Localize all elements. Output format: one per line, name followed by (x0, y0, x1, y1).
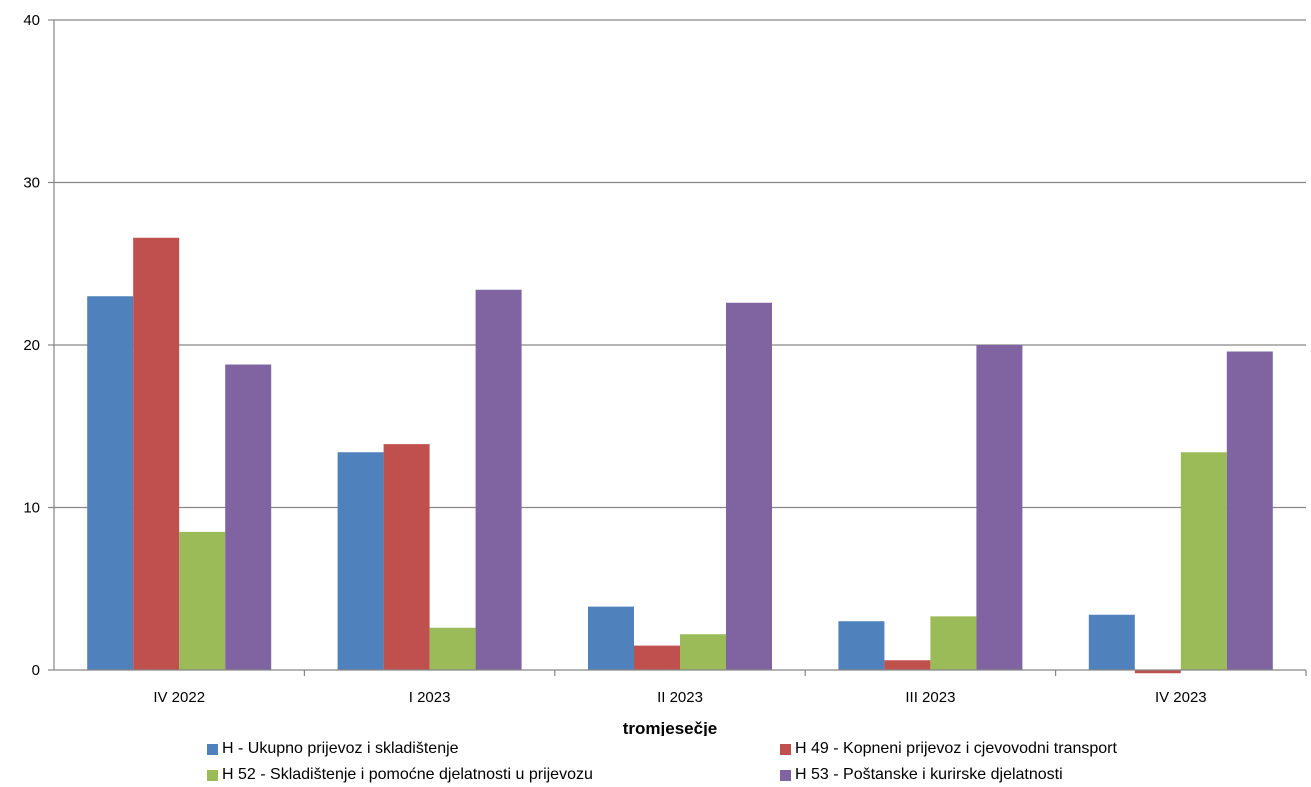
bar-2-2 (680, 634, 726, 670)
y-tick-label: 30 (23, 175, 40, 192)
bar-2-1 (429, 627, 476, 670)
legend-label: H 52 - Skladištenje i pomoćne djelatnost… (222, 766, 593, 783)
legend: H - Ukupno prijevoz i skladištenje H 49 … (0, 736, 1311, 787)
x-tick-labels: IV 2022 I 2023 II 2023 III 2023 IV 2023 (153, 689, 1206, 706)
x-tick-label: IV 2022 (153, 689, 205, 706)
legend-swatch (207, 743, 218, 755)
bar-2-0 (179, 531, 226, 670)
x-tick-label: II 2023 (657, 689, 703, 706)
legend-label: H 53 - Poštanske i kurirske djelatnosti (795, 766, 1063, 783)
legend-swatch (207, 769, 218, 781)
bar-3-4 (1226, 351, 1273, 670)
x-tick-label: IV 2023 (1155, 689, 1207, 706)
bar-0-2 (588, 606, 634, 670)
y-tick-label: 10 (23, 500, 40, 517)
axes (48, 19, 1307, 676)
legend-item-series-1: H 49 - Kopneni prijevoz i cjevovodni tra… (780, 740, 1117, 758)
y-tick-labels: 0 10 20 30 40 (23, 12, 40, 679)
gridlines (54, 19, 1306, 509)
bar-0-4 (1088, 614, 1135, 670)
bar-2-4 (1180, 452, 1227, 670)
legend-item-series-2: H 52 - Skladištenje i pomoćne djelatnost… (207, 766, 593, 784)
bar-1-4 (1134, 670, 1181, 674)
bar-3-1 (475, 289, 522, 670)
legend-swatch (780, 743, 791, 755)
bar-3-2 (726, 302, 772, 670)
legend-item-series-0: H - Ukupno prijevoz i skladištenje (207, 740, 459, 758)
bar-2-3 (930, 616, 977, 670)
bars (87, 237, 1273, 674)
bar-0-3 (838, 621, 885, 670)
x-tick-label: I 2023 (409, 689, 451, 706)
bar-1-2 (634, 645, 680, 670)
bar-3-0 (225, 364, 272, 670)
y-tick-label: 0 (32, 662, 40, 679)
legend-label: H 49 - Kopneni prijevoz i cjevovodni tra… (795, 740, 1117, 757)
bar-0-1 (337, 452, 384, 670)
legend-item-series-3: H 53 - Poštanske i kurirske djelatnosti (780, 766, 1063, 784)
y-tick-label: 40 (23, 12, 40, 29)
bar-3-3 (976, 345, 1023, 670)
y-tick-label: 20 (23, 337, 40, 354)
x-axis-title: tromjesečje (623, 719, 718, 736)
bar-1-3 (884, 660, 931, 670)
bar-1-0 (133, 237, 180, 670)
bar-0-0 (87, 296, 134, 670)
legend-swatch (780, 769, 791, 781)
x-tick-label: III 2023 (905, 689, 955, 706)
legend-label: H - Ukupno prijevoz i skladištenje (222, 740, 459, 757)
bar-1-1 (383, 444, 430, 670)
